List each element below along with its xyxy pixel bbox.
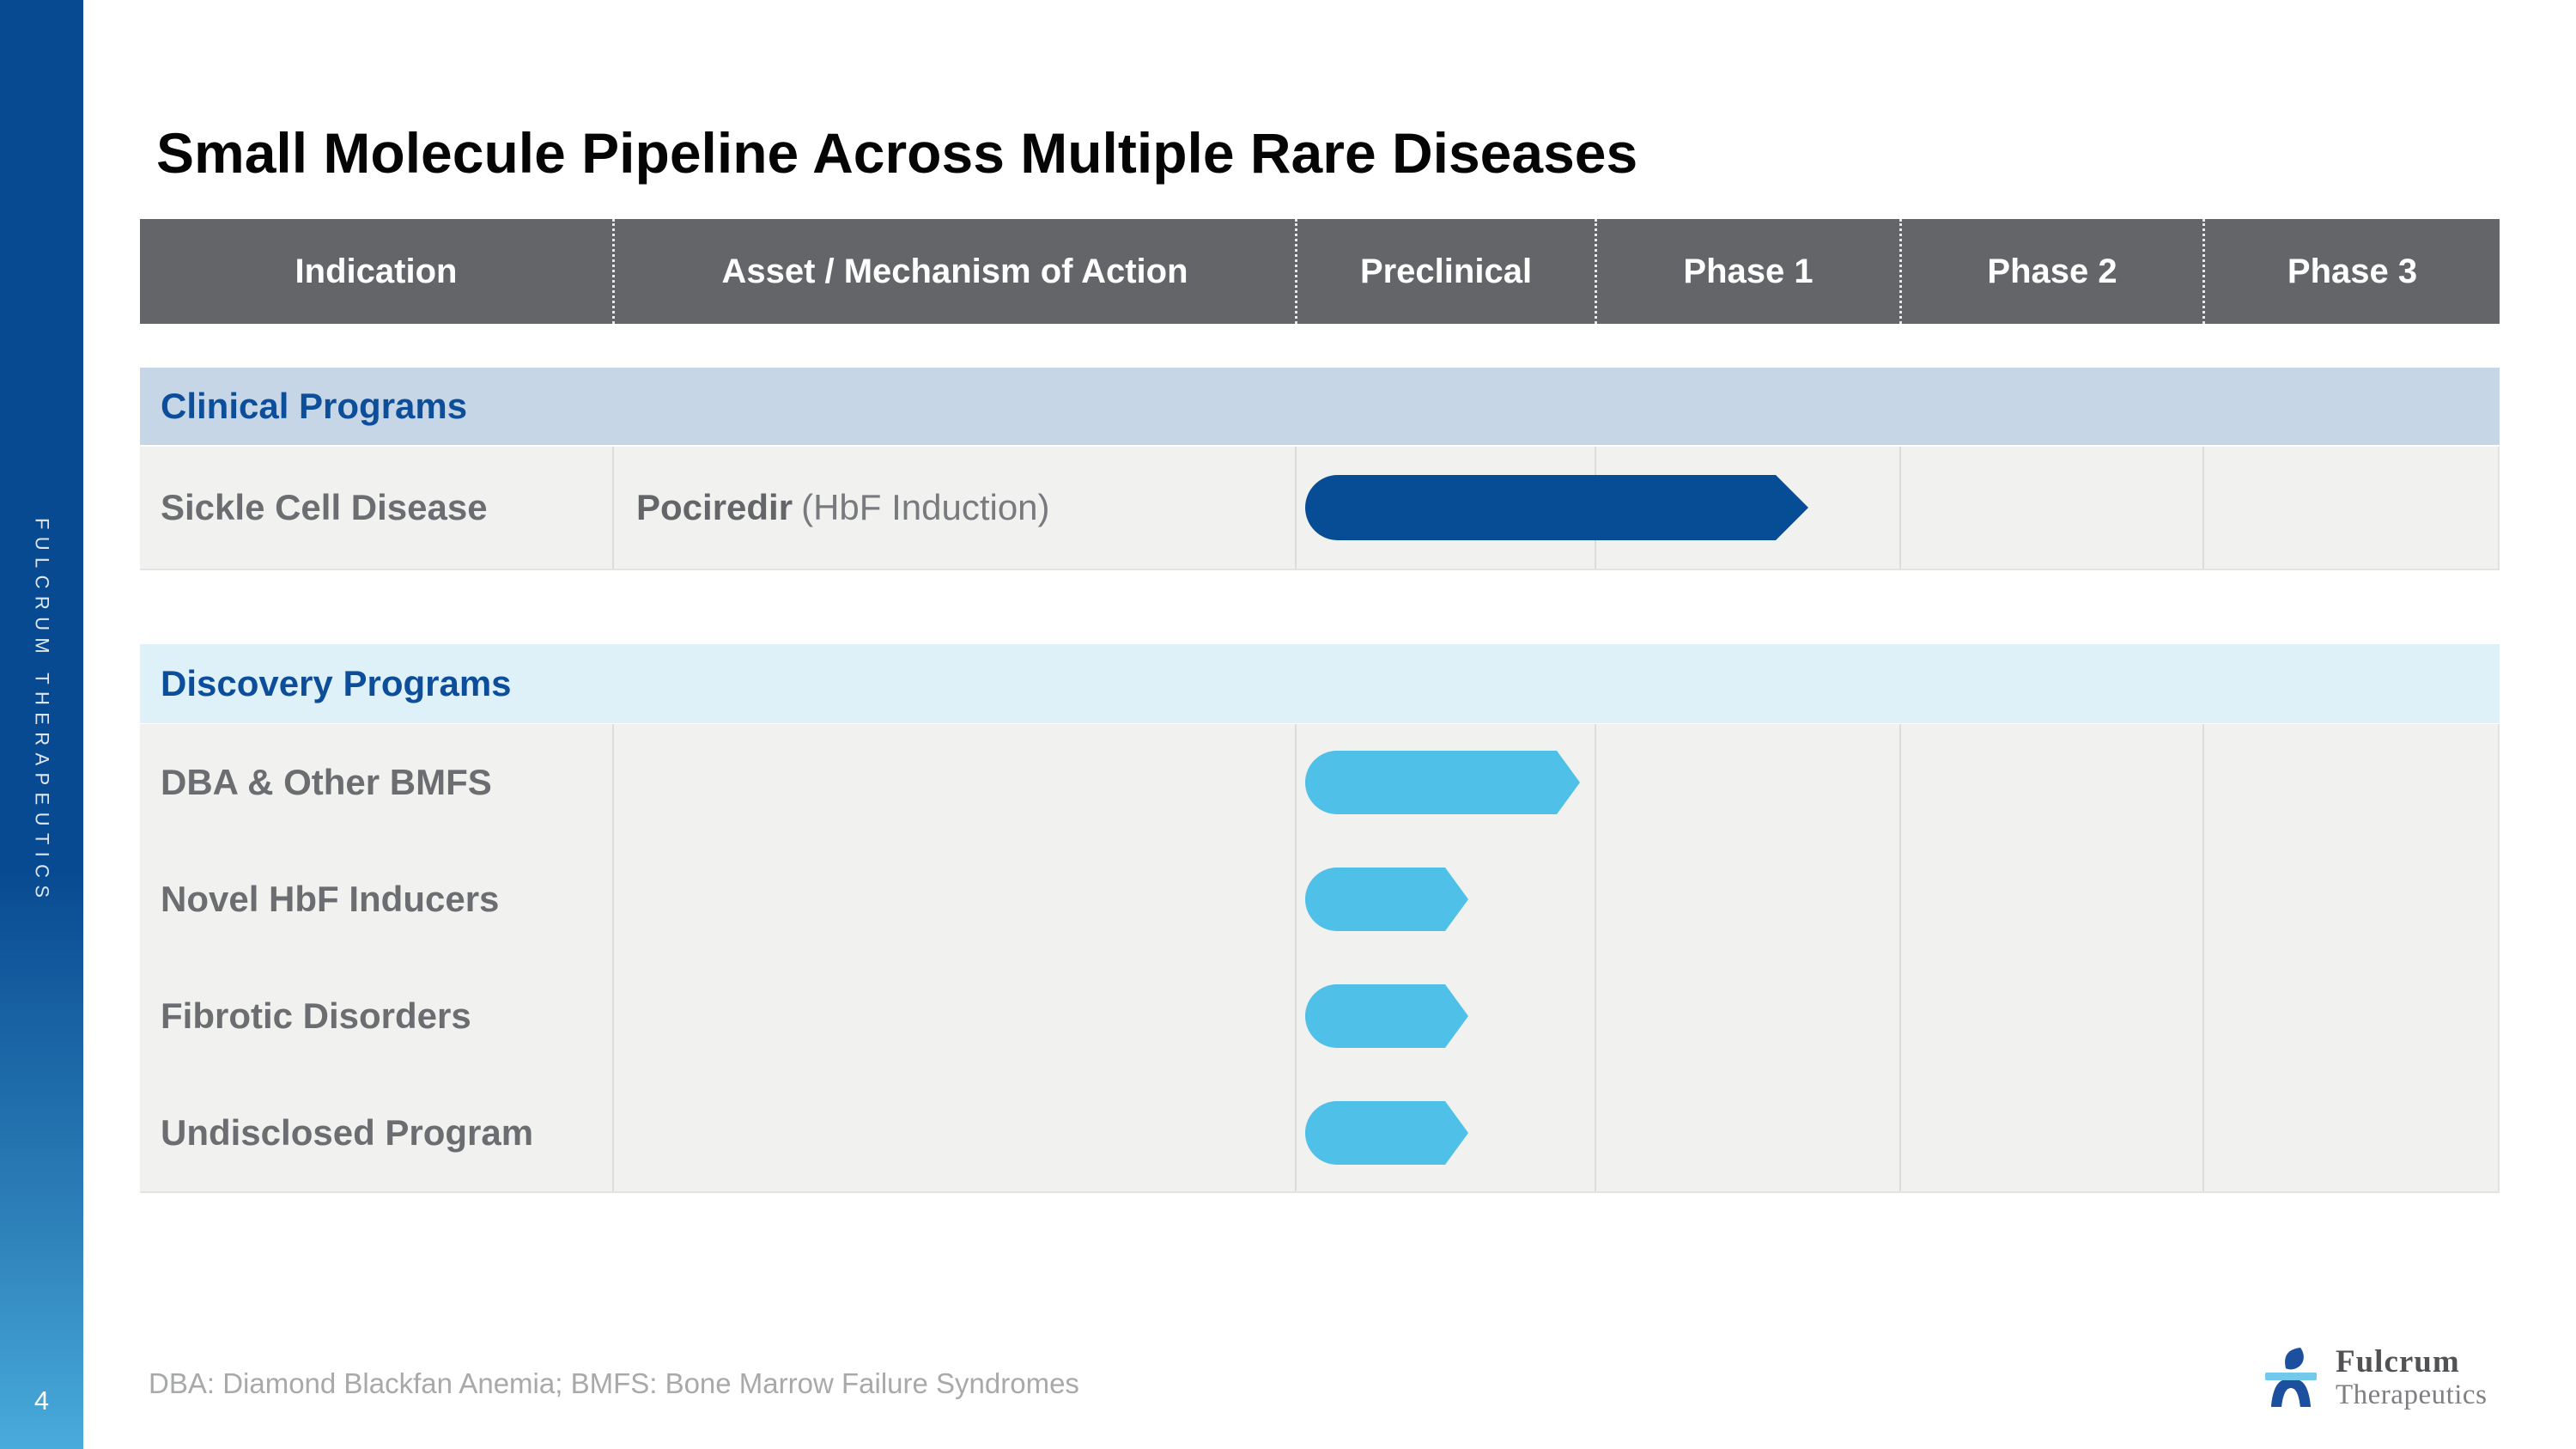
sidebar-brand-text: FULCRUM THERAPEUTICS (31, 518, 53, 905)
logo-subname: Therapeutics (2336, 1379, 2488, 1410)
pipeline-stage-bar (1305, 475, 1807, 540)
indication-label: Undisclosed Program (161, 1112, 534, 1153)
indication-label: DBA & Other BMFS (161, 762, 492, 802)
asset-mechanism: (HbF Induction) (801, 487, 1050, 527)
column-header-indication: Indication (295, 252, 458, 290)
asset-name: Pociredir (636, 487, 793, 527)
sidebar: FULCRUM THERAPEUTICS 4 (0, 0, 83, 1449)
logo-text: Fulcrum Therapeutics (2336, 1344, 2488, 1411)
section-title: Clinical Programs (161, 386, 468, 426)
table-row: Novel HbF Inducers (140, 841, 2500, 958)
page-number: 4 (33, 1385, 50, 1416)
logo-name: Fulcrum (2336, 1344, 2460, 1379)
table-header-row: Indication Asset / Mechanism of Action P… (140, 219, 2500, 324)
pipeline-stage-bar (1305, 868, 1469, 931)
column-header-asset: Asset / Mechanism of Action (612, 219, 1295, 324)
table-row: Sickle Cell Disease Pociredir (HbF Induct… (140, 447, 2500, 570)
footnote: DBA: Diamond Blackfan Anemia; BMFS: Bone… (149, 1367, 1079, 1399)
column-header-phase3: Phase 3 (2202, 219, 2500, 324)
fulcrum-person-icon (2265, 1348, 2317, 1407)
section-band-discovery: Discovery Programs (140, 644, 2500, 723)
column-header-phase1: Phase 1 (1595, 219, 1899, 324)
section-title: Discovery Programs (161, 663, 512, 703)
pipeline-stage-bar (1305, 1101, 1469, 1165)
table-row: Fibrotic Disorders (140, 958, 2500, 1075)
indication-label: Novel HbF Inducers (161, 879, 500, 919)
pipeline-stage-bar (1305, 984, 1469, 1048)
page-title: Small Molecule Pipeline Across Multiple … (156, 121, 1638, 185)
indication-label: Sickle Cell Disease (161, 487, 488, 527)
table-row: DBA & Other BMFS (140, 724, 2500, 841)
asset-label: Pociredir (HbF Induction) (636, 487, 1050, 528)
table-row: Undisclosed Program (140, 1075, 2500, 1193)
column-header-preclinical: Preclinical (1295, 219, 1595, 324)
section-band-clinical: Clinical Programs (140, 368, 2500, 445)
column-header-phase2: Phase 2 (1899, 219, 2202, 324)
pipeline-stage-bar (1305, 751, 1580, 814)
indication-label: Fibrotic Disorders (161, 995, 471, 1036)
company-logo: Fulcrum Therapeutics (2263, 1345, 2487, 1412)
